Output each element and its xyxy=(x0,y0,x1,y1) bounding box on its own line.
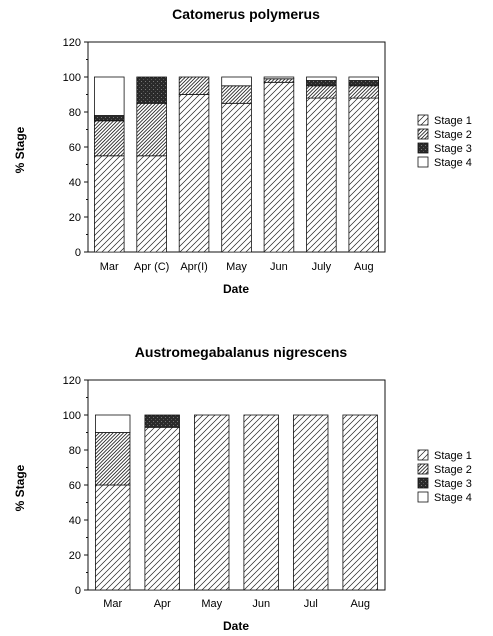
legend-label-stage-4: Stage 4 xyxy=(434,157,472,169)
chart-2-y-axis-label: % Stage xyxy=(13,464,27,511)
x-tick-label-jun: Jun xyxy=(270,261,288,273)
bar-segment-jul-stage-1 xyxy=(292,414,329,591)
x-tick-label-mar: Mar xyxy=(100,261,119,273)
bar-segment-mar-stage-2 xyxy=(94,120,125,157)
bar-segment-aug-stage-2 xyxy=(348,85,379,99)
bar-segment-july-stage-4 xyxy=(306,76,337,81)
chart-1-legend: Stage 1 Stage 2 Stage 3 Stage 4 xyxy=(417,114,472,169)
y-tick-label: 60 xyxy=(69,142,81,154)
bar-segment-apr-c-stage-3 xyxy=(136,76,167,104)
bar-segment-apr-i-stage-1 xyxy=(178,94,210,253)
x-tick-label-aug: Aug xyxy=(350,598,370,610)
y-tick-label: 80 xyxy=(69,107,81,119)
chart-2: Austromegabalanus nigrescens 0 20 40 60 80 10… xyxy=(13,344,472,633)
x-tick-label-aug: Aug xyxy=(354,261,374,273)
x-tick-label-may: May xyxy=(201,598,222,610)
bar-segment-may-stage-1 xyxy=(193,414,230,591)
legend-label-stage-4: Stage 4 xyxy=(434,492,472,504)
bar-segment-july-stage-2 xyxy=(306,85,337,99)
y-tick-label: 20 xyxy=(69,212,81,224)
bar-segment-may-stage-1 xyxy=(221,102,252,253)
x-tick-label-july: July xyxy=(312,261,332,273)
x-tick-label-jul: Jul xyxy=(304,598,318,610)
bar-segment-jun-stage-1 xyxy=(243,414,279,591)
bar-segment-aug-stage-1 xyxy=(342,414,378,591)
bar-segment-may-stage-4 xyxy=(221,76,252,87)
chart-1-title: Catomerus polymerus xyxy=(172,6,320,22)
bar-segment-jun-stage-2 xyxy=(263,78,295,83)
bar-segment-apr-stage-1 xyxy=(144,426,180,591)
bar-segment-mar-stage-1 xyxy=(94,155,125,253)
y-tick-label: 0 xyxy=(75,585,81,597)
legend-label-stage-2: Stage 2 xyxy=(434,129,472,141)
chart-2-x-axis-label: Date xyxy=(223,619,249,633)
y-tick-label: 60 xyxy=(69,480,81,492)
bar-segment-mar-stage-4 xyxy=(94,76,125,116)
legend-label-stage-1: Stage 1 xyxy=(434,450,472,462)
chart-1-y-axis-label: % Stage xyxy=(13,126,27,173)
chart-1-x-ticks: Mar Apr (C) Apr(I) May Jun July Aug xyxy=(100,261,374,273)
x-tick-label-mar: Mar xyxy=(103,598,122,610)
bar-segment-aug-stage-4 xyxy=(348,76,379,81)
x-tick-label-may: May xyxy=(226,261,247,273)
chart-2-legend: Stage 1 Stage 2 Stage 3 Stage 4 xyxy=(417,449,472,504)
bar-segment-july-stage-3 xyxy=(306,80,337,87)
y-tick-label: 120 xyxy=(63,375,81,387)
legend-label-stage-2: Stage 2 xyxy=(434,464,472,476)
bar-segment-apr-c-stage-1 xyxy=(136,155,167,253)
bar-segment-mar-stage-4 xyxy=(95,414,131,433)
bar-segment-mar-stage-1 xyxy=(95,484,131,591)
bar-segment-aug-stage-3 xyxy=(348,80,379,87)
bar-segment-jun-stage-1 xyxy=(263,81,295,253)
y-tick-label: 100 xyxy=(63,72,81,84)
y-tick-label: 100 xyxy=(63,410,81,422)
bar-segment-apr-i-stage-2 xyxy=(178,76,210,95)
y-tick-label: 40 xyxy=(69,515,81,527)
chart-1-y-ticks: 0 20 40 60 80 100 120 xyxy=(63,37,88,259)
y-tick-label: 20 xyxy=(69,550,81,562)
chart-1-bars xyxy=(94,76,379,253)
chart-2-y-ticks: 0 20 40 60 80 100 120 xyxy=(63,375,88,597)
bar-segment-mar-stage-2 xyxy=(95,432,131,486)
legend-label-stage-3: Stage 3 xyxy=(434,143,472,155)
y-tick-label: 0 xyxy=(75,247,81,259)
bar-segment-aug-stage-1 xyxy=(348,97,379,253)
chart-1-x-axis-label: Date xyxy=(223,282,249,296)
legend-swatch-stage-4 xyxy=(417,156,429,168)
legend-label-stage-3: Stage 3 xyxy=(434,478,472,490)
chart-2-bars xyxy=(95,414,378,591)
chart-1: Catomerus polymerus 0 20 40 60 80 100 120 Mar A… xyxy=(13,6,472,296)
bar-segment-apr-c-stage-2 xyxy=(136,102,167,157)
bar-segment-mar-stage-3 xyxy=(94,115,125,122)
legend-swatch-stage-2 xyxy=(417,463,429,475)
x-tick-label-apr-i: Apr(I) xyxy=(180,261,208,273)
bar-segment-apr-stage-3 xyxy=(144,414,180,428)
chart-2-x-ticks: Mar Apr May Jun Jul Aug xyxy=(103,598,370,610)
legend-swatch-stage-2 xyxy=(417,128,429,140)
legend-swatch-stage-1 xyxy=(417,449,429,461)
legend-swatch-stage-3 xyxy=(417,477,429,489)
y-tick-label: 120 xyxy=(63,37,81,49)
x-tick-label-jun: Jun xyxy=(252,598,270,610)
y-tick-label: 40 xyxy=(69,177,81,189)
x-tick-label-apr: Apr xyxy=(154,598,171,610)
chart-2-title: Austromegabalanus nigrescens xyxy=(135,344,348,360)
chart-2-plot-frame xyxy=(87,379,386,591)
bar-segment-july-stage-1 xyxy=(306,97,337,253)
x-tick-label-apr-c: Apr (C) xyxy=(134,261,169,273)
y-tick-label: 80 xyxy=(69,445,81,457)
legend-swatch-stage-4 xyxy=(417,491,429,503)
bar-segment-jun-stage-4 xyxy=(263,76,295,80)
legend-swatch-stage-3 xyxy=(417,142,429,154)
bar-segment-may-stage-2 xyxy=(221,85,252,104)
legend-swatch-stage-1 xyxy=(417,114,429,126)
legend-label-stage-1: Stage 1 xyxy=(434,115,472,127)
